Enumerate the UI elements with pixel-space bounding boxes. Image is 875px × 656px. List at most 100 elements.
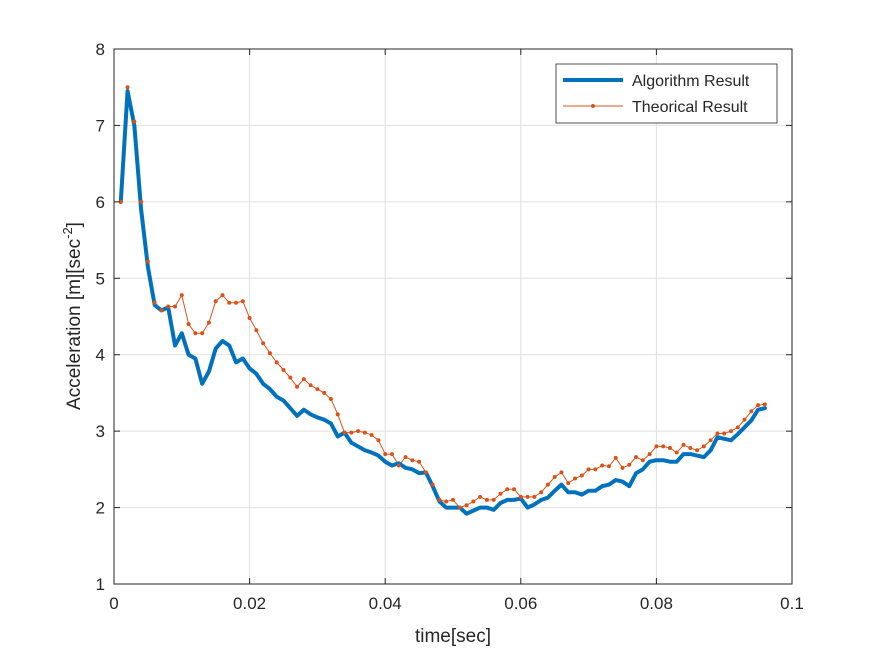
series-point-theorical bbox=[579, 473, 584, 478]
series-point-theorical bbox=[484, 497, 489, 502]
axis-ticks: 0 0.02 0.04 0.06 0.08 0.1 1 2 3 4 5 6 7 8 bbox=[96, 40, 804, 613]
y-tick-label: 3 bbox=[96, 422, 105, 441]
series-point-theorical bbox=[159, 308, 164, 313]
series-point-theorical bbox=[647, 452, 652, 457]
series-point-theorical bbox=[335, 412, 340, 417]
series-point-theorical bbox=[701, 444, 706, 449]
y-axis-label-main: Acceleration [m][sec bbox=[64, 239, 85, 410]
series-point-theorical bbox=[193, 331, 198, 336]
series-point-theorical bbox=[634, 455, 639, 460]
series-point-theorical bbox=[640, 458, 645, 463]
series-point-theorical bbox=[240, 299, 245, 304]
plot-frame bbox=[113, 48, 793, 585]
legend-marker-theorical bbox=[591, 104, 595, 108]
series-point-theorical bbox=[396, 463, 401, 468]
series-point-theorical bbox=[613, 455, 618, 460]
series-point-theorical bbox=[417, 459, 422, 464]
series-point-theorical bbox=[464, 503, 469, 508]
series-point-theorical bbox=[606, 464, 611, 469]
series-point-theorical bbox=[186, 322, 191, 327]
series-point-theorical bbox=[349, 430, 354, 435]
y-tick-label: 1 bbox=[96, 575, 105, 594]
series-point-theorical bbox=[627, 462, 632, 467]
series-point-theorical bbox=[125, 85, 130, 90]
series-point-theorical bbox=[593, 467, 598, 472]
series-point-theorical bbox=[681, 442, 686, 447]
series-point-theorical bbox=[247, 316, 252, 321]
series-point-theorical bbox=[525, 494, 530, 499]
series-point-theorical bbox=[532, 494, 537, 499]
series-point-theorical bbox=[328, 397, 333, 402]
x-axis-label: time[sec] bbox=[415, 626, 491, 647]
series-point-theorical bbox=[383, 452, 388, 457]
series-point-theorical bbox=[206, 320, 211, 325]
series-point-theorical bbox=[261, 341, 266, 346]
series-point-theorical bbox=[342, 430, 347, 435]
series-point-theorical bbox=[735, 425, 740, 430]
series-point-theorical bbox=[376, 438, 381, 443]
series-point-theorical bbox=[430, 482, 435, 487]
series-point-theorical bbox=[220, 293, 225, 298]
series-point-theorical bbox=[234, 300, 239, 305]
series-point-theorical bbox=[586, 467, 591, 472]
series-point-theorical bbox=[688, 445, 693, 450]
series-point-theorical bbox=[654, 444, 659, 449]
series-point-theorical bbox=[505, 487, 510, 492]
series-point-theorical bbox=[213, 299, 218, 304]
plot-area bbox=[114, 49, 792, 584]
series-layer bbox=[118, 85, 767, 516]
series-point-theorical bbox=[722, 431, 727, 436]
series-point-theorical bbox=[410, 458, 415, 463]
series-point-theorical bbox=[254, 328, 259, 333]
series-point-theorical bbox=[559, 470, 564, 475]
y-tick-label: 8 bbox=[96, 40, 105, 59]
series-point-theorical bbox=[762, 402, 767, 407]
series-point-theorical bbox=[274, 360, 279, 365]
series-point-theorical bbox=[179, 293, 184, 298]
series-point-theorical bbox=[267, 351, 272, 356]
x-tick-label: 0 bbox=[109, 594, 118, 613]
series-point-theorical bbox=[288, 375, 293, 380]
series-point-theorical bbox=[369, 432, 374, 437]
series-point-theorical bbox=[423, 470, 428, 475]
y-tick-label: 5 bbox=[96, 269, 105, 288]
series-point-theorical bbox=[322, 390, 327, 395]
series-point-theorical bbox=[742, 417, 747, 422]
series-point-theorical bbox=[457, 505, 462, 510]
x-tick-label: 0.02 bbox=[233, 594, 266, 613]
series-point-theorical bbox=[566, 481, 571, 486]
series-point-theorical bbox=[749, 409, 754, 414]
grid-lines bbox=[114, 49, 792, 584]
series-point-theorical bbox=[512, 487, 517, 492]
series-point-theorical bbox=[437, 497, 442, 502]
series-point-theorical bbox=[145, 259, 150, 264]
series-point-theorical bbox=[295, 384, 300, 389]
x-tick-label: 0.04 bbox=[369, 594, 402, 613]
y-tick-label: 2 bbox=[96, 499, 105, 518]
series-point-theorical bbox=[451, 497, 455, 502]
series-point-theorical bbox=[118, 199, 123, 204]
x-tick-label: 0.1 bbox=[780, 594, 804, 613]
series-point-theorical bbox=[600, 463, 605, 468]
series-line-algorithm bbox=[118, 89, 767, 516]
series-point-theorical bbox=[132, 119, 137, 124]
series-point-theorical bbox=[152, 300, 157, 305]
series-point-theorical bbox=[471, 499, 476, 504]
x-tick-label: 0.08 bbox=[640, 594, 673, 613]
series-point-theorical bbox=[667, 445, 672, 450]
x-tick-label: 0.06 bbox=[504, 594, 537, 613]
series-point-theorical bbox=[389, 452, 394, 457]
y-axis-label-bracket: ] bbox=[64, 222, 85, 227]
series-point-theorical bbox=[661, 444, 666, 449]
series-point-theorical bbox=[539, 490, 544, 495]
series-point-theorical bbox=[173, 304, 178, 309]
series-point-theorical bbox=[356, 429, 361, 434]
series-point-theorical bbox=[227, 300, 232, 305]
series-point-theorical bbox=[444, 499, 449, 504]
series-point-theorical bbox=[301, 377, 306, 382]
y-axis-label-superscript: -2 bbox=[60, 227, 75, 239]
series-point-theorical bbox=[695, 448, 700, 453]
legend: Algorithm Result Theorical Result bbox=[555, 63, 778, 124]
series-point-theorical bbox=[545, 482, 550, 487]
legend-box bbox=[555, 63, 778, 124]
